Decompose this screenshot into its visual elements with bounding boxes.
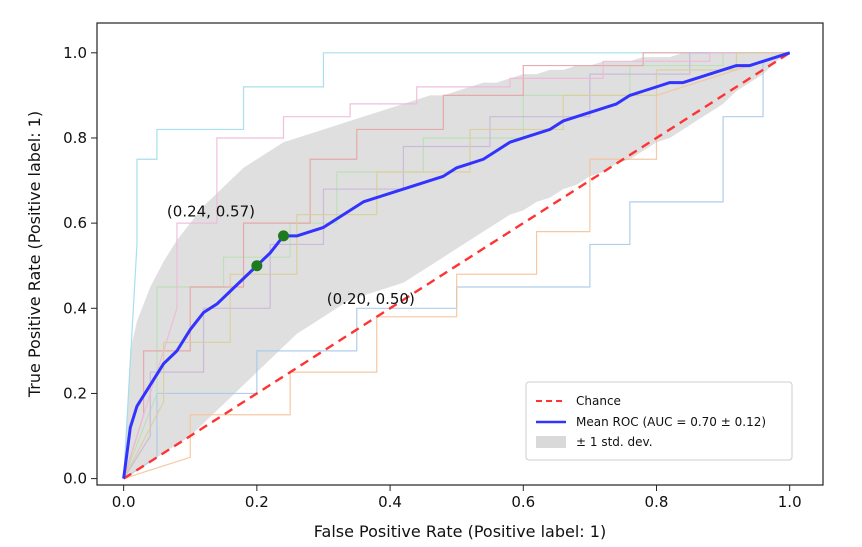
roc-fold-2-line (123, 52, 790, 480)
legend-mean-roc-label: Mean ROC (AUC = 0.70 ± 0.12) (576, 415, 766, 429)
x-tick-label: 0.6 (511, 493, 535, 511)
highlight-point-1 (251, 260, 263, 272)
legend-std-swatch (536, 436, 566, 448)
plot-frame (96, 22, 824, 486)
y-tick-label: 0.6 (63, 214, 87, 232)
legend-std-label: ± 1 std. dev. (576, 435, 653, 449)
y-axis-label: True Positive Rate (Positive label: 1) (25, 111, 44, 398)
x-tick-label: 0.0 (112, 493, 136, 511)
legend-chance-label: Chance (576, 394, 621, 408)
mean-roc-line (122, 51, 791, 479)
x-axis-label: False Positive Rate (Positive label: 1) (314, 522, 606, 541)
roc-fold-6-line (123, 52, 790, 479)
x-tick-label: 0.4 (378, 493, 402, 511)
y-tick-label: 1.0 (63, 44, 87, 62)
legend: Chance Mean ROC (AUC = 0.70 ± 0.12) ± 1 … (525, 381, 793, 461)
point-annotation-2: (0.20, 0.50) (327, 290, 415, 308)
y-tick-label: 0.8 (63, 129, 87, 147)
x-tick-label: 0.2 (245, 493, 269, 511)
y-tick-label: 0.2 (63, 384, 87, 402)
roc-fold-7-line (123, 52, 790, 479)
roc-fold-1-line (123, 52, 790, 479)
legend-box (525, 381, 793, 461)
y-tick-label: 0.4 (63, 299, 87, 317)
roc-fold-8-line (123, 52, 790, 479)
roc-fold-5-line (123, 52, 790, 479)
x-tick-label: 0.8 (645, 493, 669, 511)
x-tick-label: 1.0 (778, 493, 802, 511)
y-tick-label: 0.0 (63, 470, 87, 488)
highlight-point-2 (277, 230, 289, 242)
point-annotation-1: (0.24, 0.57) (167, 203, 255, 221)
chance-line (122, 51, 791, 480)
